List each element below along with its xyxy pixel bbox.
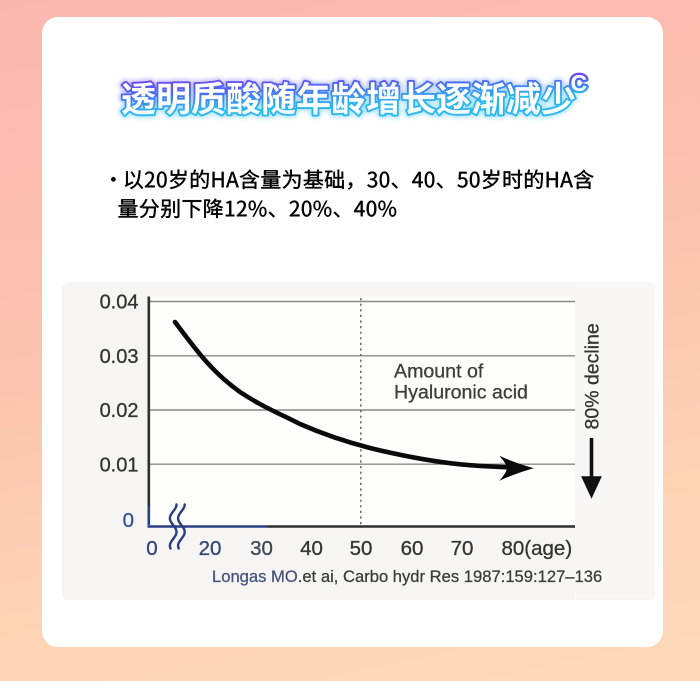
svg-text:80(age): 80(age) <box>502 537 573 560</box>
svg-text:0: 0 <box>146 537 157 560</box>
svg-text:40: 40 <box>300 537 323 560</box>
svg-text:0.03: 0.03 <box>100 346 139 368</box>
svg-text:0: 0 <box>123 509 134 532</box>
svg-text:C: C <box>571 70 588 96</box>
svg-text:20: 20 <box>199 537 222 560</box>
svg-text:Amount of: Amount of <box>394 361 484 383</box>
svg-text:C: C <box>571 70 588 96</box>
svg-text:0.02: 0.02 <box>100 400 139 422</box>
svg-text:30: 30 <box>250 537 273 560</box>
svg-text:60: 60 <box>401 537 424 560</box>
svg-text:80% decline: 80% decline <box>582 323 604 429</box>
svg-text:50: 50 <box>350 537 373 560</box>
svg-text:Longas MO.et ai, Carbo hydr Re: Longas MO.et ai, Carbo hydr Res 1987:159… <box>212 567 602 586</box>
svg-text:Hyaluronic acid: Hyaluronic acid <box>394 382 528 404</box>
svg-text:0.01: 0.01 <box>100 454 139 476</box>
svg-text:70: 70 <box>451 537 474 560</box>
svg-text:0.04: 0.04 <box>100 292 139 314</box>
